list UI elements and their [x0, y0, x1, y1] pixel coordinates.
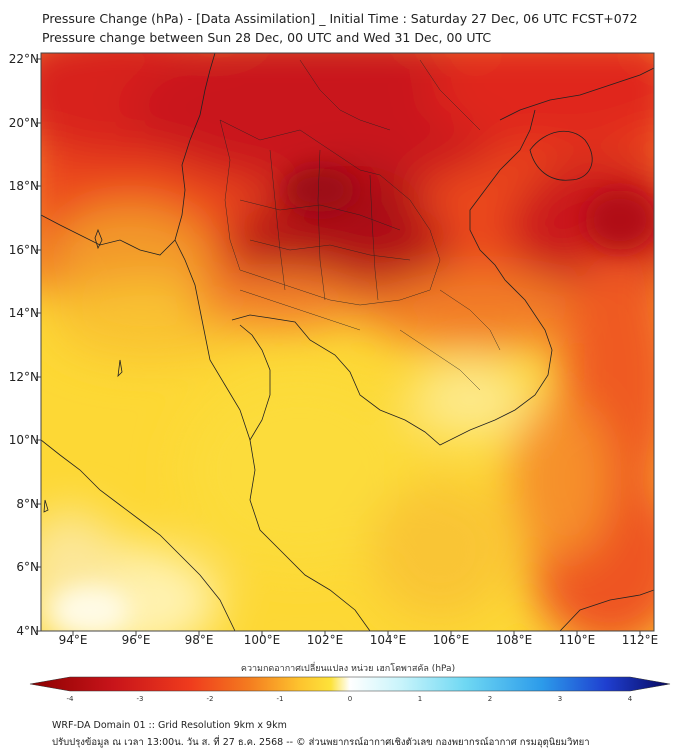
colorbar-tick: 2: [487, 695, 493, 703]
lon-tick-label: 96°E: [121, 633, 151, 647]
map-subtitle: Pressure change between Sun 28 Dec, 00 U…: [42, 30, 492, 45]
colorbar-tick: -2: [206, 695, 214, 703]
coastlines: [41, 53, 654, 631]
lat-tick-label: 6°N: [16, 560, 39, 574]
colorbar-tick: 1: [417, 695, 423, 703]
lat-tick-label: 10°N: [8, 433, 39, 447]
colorbar-tick: -3: [136, 695, 144, 703]
lat-tick-label: 4°N: [16, 624, 39, 638]
colorbar-tick: 0: [347, 695, 353, 703]
province-borders: [219, 59, 501, 391]
lon-tick-label: 106°E: [432, 633, 470, 647]
lat-tick-label: 14°N: [8, 306, 39, 320]
lat-tick-label: 20°N: [8, 116, 39, 130]
colorbar-tick: -4: [66, 695, 74, 703]
lon-tick-label: 110°E: [558, 633, 596, 647]
colorbar-label: ความกดอากาศเปลี่ยนแปลง หน่วย เฮกโตพาสคัล…: [240, 664, 456, 674]
lon-tick-label: 108°E: [495, 633, 533, 647]
map-frame: [40, 52, 655, 632]
lat-tick-label: 16°N: [8, 243, 39, 257]
lon-tick-label: 104°E: [369, 633, 407, 647]
lat-tick-label: 8°N: [16, 497, 39, 511]
lat-tick-label: 22°N: [8, 52, 39, 66]
lon-tick-label: 112°E: [621, 633, 659, 647]
lon-tick-label: 94°E: [58, 633, 88, 647]
footer-credit: ปรับปรุงข้อมูล ณ เวลา 13:00น. วัน ส. ที่…: [52, 737, 590, 748]
map-title: Pressure Change (hPa) - [Data Assimilati…: [42, 11, 638, 26]
footer-model-info: WRF-DA Domain 01 :: Grid Resolution 9km …: [52, 720, 287, 731]
colorbar-tick: 4: [627, 695, 633, 703]
lat-tick-label: 18°N: [8, 179, 39, 193]
colorbar-tick: -1: [276, 695, 284, 703]
lon-tick-label: 98°E: [184, 633, 214, 647]
lat-tick-label: 12°N: [8, 370, 39, 384]
colorbar-tick: 3: [557, 695, 563, 703]
axis-ticks: [36, 58, 641, 636]
pressure-field: [41, 53, 654, 631]
lon-tick-label: 100°E: [243, 633, 281, 647]
lon-tick-label: 102°E: [306, 633, 344, 647]
